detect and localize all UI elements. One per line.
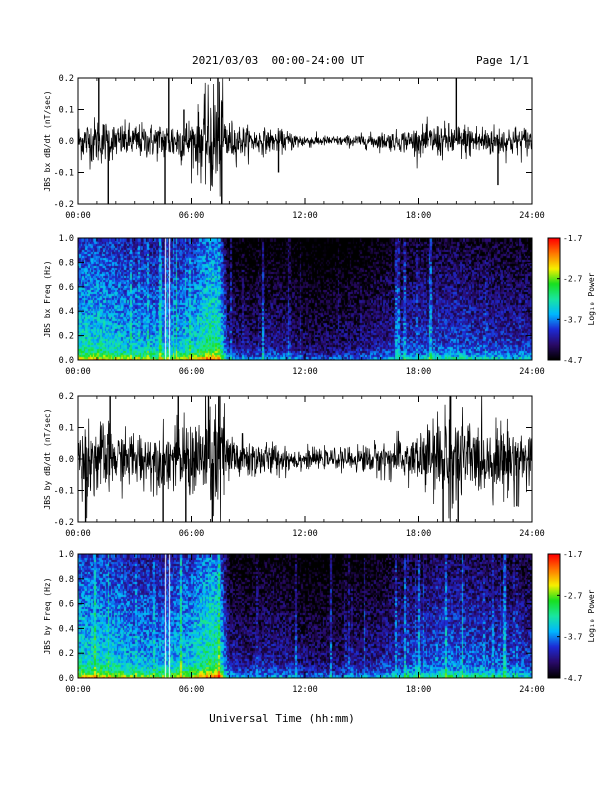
y-tick-label: -0.2 bbox=[54, 518, 74, 528]
y-tick-label: 0.2 bbox=[59, 74, 74, 84]
x-tick-label: 18:00 bbox=[406, 529, 432, 539]
y-tick-label: 0.6 bbox=[59, 283, 74, 293]
colorbar-label: Log₁₀ Power bbox=[587, 272, 596, 325]
y-tick-label: 1.0 bbox=[59, 234, 74, 244]
colorbar-tick-label: -2.7 bbox=[563, 591, 582, 600]
y-axis-label: JBS by Freq (Hz) bbox=[43, 577, 52, 654]
by-waveform-trace bbox=[78, 396, 532, 522]
bx-spectrogram-image bbox=[78, 238, 532, 360]
colorbar-tick-label: -2.7 bbox=[563, 275, 582, 284]
colorbar bbox=[548, 238, 560, 360]
x-tick-label: 00:00 bbox=[65, 685, 91, 695]
x-tick-label: 06:00 bbox=[179, 685, 205, 695]
y-axis-label: JBS bx Freq (Hz) bbox=[43, 260, 52, 337]
colorbar bbox=[548, 554, 560, 678]
x-tick-label: 06:00 bbox=[179, 211, 205, 221]
x-tick-label: 00:00 bbox=[65, 211, 91, 221]
y-tick-label: 0.6 bbox=[59, 600, 74, 610]
x-axis-title: Universal Time (hh:mm) bbox=[209, 712, 355, 725]
bx-waveform-trace bbox=[78, 78, 532, 197]
x-tick-label: 06:00 bbox=[179, 367, 205, 377]
y-tick-label: 0.0 bbox=[59, 674, 74, 684]
y-axis-label: JBS bx dB/dt (nT/sec) bbox=[43, 90, 52, 191]
y-tick-label: -0.1 bbox=[54, 169, 74, 179]
x-tick-label: 24:00 bbox=[519, 367, 545, 377]
colorbar-tick-label: -1.7 bbox=[563, 234, 582, 243]
colorbar-tick-label: -4.7 bbox=[563, 674, 582, 683]
y-tick-label: 0.4 bbox=[59, 307, 74, 317]
x-tick-label: 06:00 bbox=[179, 529, 205, 539]
page-indicator: Page 1/1 bbox=[476, 54, 529, 67]
colorbar-tick-label: -3.7 bbox=[563, 315, 582, 324]
x-tick-label: 00:00 bbox=[65, 367, 91, 377]
bx-waveform-panel: 00:00 06:00 12:00 18:00 24:00 -0.2 -0.1 0.0 0.1 0… bbox=[43, 74, 545, 221]
y-tick-label: 0.1 bbox=[59, 424, 74, 434]
x-tick-label: 24:00 bbox=[519, 685, 545, 695]
x-tick-label: 12:00 bbox=[292, 685, 318, 695]
y-tick-label: 0.0 bbox=[59, 137, 74, 147]
y-tick-label: 1.0 bbox=[59, 550, 74, 560]
x-tick-label: 18:00 bbox=[406, 367, 432, 377]
by-spectrogram-panel: 00:00 06:00 12:00 18:00 24:00 0.0 0.2 0.4 0.6 0.8… bbox=[43, 550, 596, 695]
x-tick-label: 12:00 bbox=[292, 211, 318, 221]
figure-title: 2021/03/03 00:00-24:00 UT bbox=[192, 54, 365, 67]
y-tick-label: 0.8 bbox=[59, 258, 74, 268]
y-tick-label: 0.0 bbox=[59, 356, 74, 366]
colorbar-tick-label: -1.7 bbox=[563, 550, 582, 559]
y-tick-label: 0.8 bbox=[59, 575, 74, 585]
x-tick-label: 18:00 bbox=[406, 685, 432, 695]
x-tick-label: 12:00 bbox=[292, 529, 318, 539]
y-tick-label: -0.2 bbox=[54, 200, 74, 210]
x-tick-label: 24:00 bbox=[519, 529, 545, 539]
x-tick-label: 24:00 bbox=[519, 211, 545, 221]
colorbar-label: Log₁₀ Power bbox=[587, 589, 596, 642]
colorbar-tick-label: -4.7 bbox=[563, 356, 582, 365]
by-waveform-panel: 00:00 06:00 12:00 18:00 24:00 -0.2 -0.1 0.0 0.1 0… bbox=[43, 392, 545, 539]
y-tick-label: 0.2 bbox=[59, 332, 74, 342]
y-tick-label: 0.4 bbox=[59, 624, 74, 634]
y-tick-label: 0.1 bbox=[59, 106, 74, 116]
y-tick-label: 0.2 bbox=[59, 649, 74, 659]
x-tick-label: 18:00 bbox=[406, 211, 432, 221]
y-tick-label: 0.0 bbox=[59, 455, 74, 465]
by-spectrogram-image bbox=[78, 554, 532, 678]
x-tick-label: 12:00 bbox=[292, 367, 318, 377]
y-tick-label: 0.2 bbox=[59, 392, 74, 402]
bx-spectrogram-panel: 00:00 06:00 12:00 18:00 24:00 0.0 0.2 0.4 0.6 0.8… bbox=[43, 234, 596, 377]
x-tick-label: 00:00 bbox=[65, 529, 91, 539]
y-axis-label: JBS by dB/dt (nT/sec) bbox=[43, 408, 52, 509]
y-tick-label: -0.1 bbox=[54, 487, 74, 497]
colorbar-tick-label: -3.7 bbox=[563, 633, 582, 642]
